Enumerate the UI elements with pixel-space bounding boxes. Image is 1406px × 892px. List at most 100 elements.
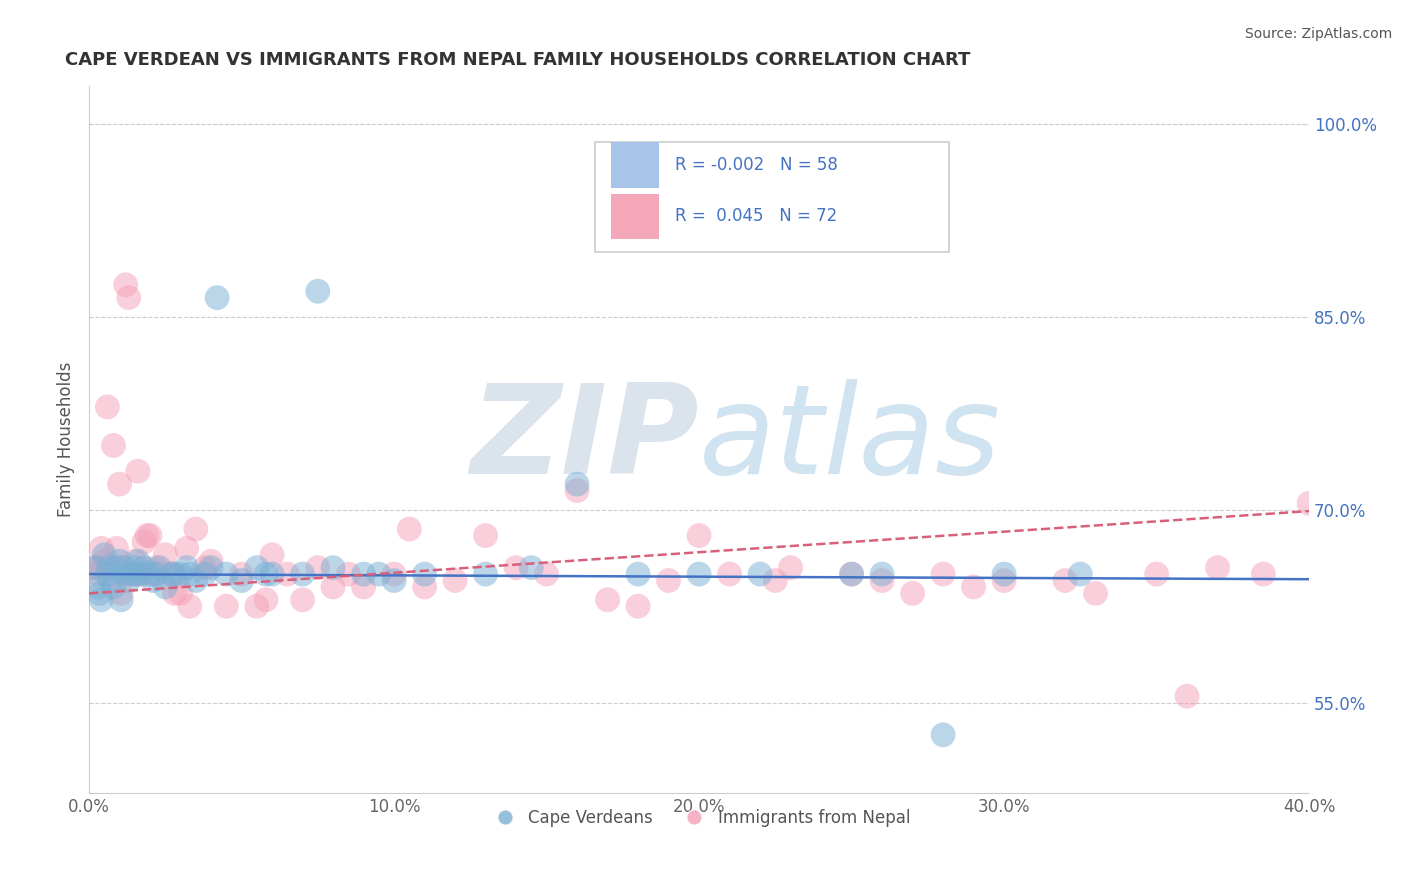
Point <box>121 567 143 582</box>
Point <box>129 567 152 582</box>
Point <box>1206 560 1229 574</box>
Point <box>718 567 741 582</box>
Point <box>84 560 107 574</box>
Point <box>565 483 588 498</box>
Legend: Cape Verdeans, Immigrants from Nepal: Cape Verdeans, Immigrants from Nepal <box>481 803 917 834</box>
Point <box>179 567 201 582</box>
Point <box>200 554 222 568</box>
Point <box>353 580 375 594</box>
Point <box>139 528 162 542</box>
Point <box>627 567 650 582</box>
Point <box>1298 496 1320 510</box>
Point <box>367 567 389 582</box>
Point <box>246 560 269 574</box>
Point <box>658 574 681 588</box>
Point <box>118 291 141 305</box>
FancyBboxPatch shape <box>612 143 659 187</box>
Point <box>90 541 112 556</box>
Point <box>111 560 134 574</box>
Point <box>160 567 183 582</box>
Point <box>779 560 801 574</box>
Point <box>179 599 201 614</box>
Point <box>93 548 115 562</box>
Point <box>111 560 134 574</box>
Point <box>169 567 191 582</box>
Point <box>262 548 284 562</box>
Point <box>169 586 191 600</box>
Point <box>932 728 955 742</box>
Point <box>142 574 165 588</box>
Point <box>901 586 924 600</box>
Point <box>231 574 253 588</box>
Point <box>382 574 405 588</box>
Y-axis label: Family Households: Family Households <box>58 361 75 516</box>
Point <box>246 599 269 614</box>
Point <box>163 567 186 582</box>
Point <box>114 567 136 582</box>
Point <box>596 592 619 607</box>
Point <box>993 574 1015 588</box>
Point <box>215 567 238 582</box>
Point <box>398 522 420 536</box>
Point <box>110 586 132 600</box>
Point <box>148 560 170 574</box>
Point <box>176 541 198 556</box>
Point <box>108 554 131 568</box>
Point <box>103 580 125 594</box>
Point <box>87 580 110 594</box>
Point <box>1175 690 1198 704</box>
Point <box>184 522 207 536</box>
Point <box>565 477 588 491</box>
Point <box>932 567 955 582</box>
Point <box>505 560 527 574</box>
FancyBboxPatch shape <box>612 194 659 239</box>
Point <box>176 560 198 574</box>
Point <box>200 560 222 574</box>
Point <box>90 592 112 607</box>
Point <box>160 567 183 582</box>
Point <box>382 567 405 582</box>
Point <box>145 560 167 574</box>
Point <box>870 567 893 582</box>
Point <box>125 567 148 582</box>
Point <box>474 567 496 582</box>
Text: R = -0.002   N = 58: R = -0.002 N = 58 <box>675 156 838 174</box>
Point <box>231 567 253 582</box>
Point <box>105 541 128 556</box>
Text: CAPE VERDEAN VS IMMIGRANTS FROM NEPAL FAMILY HOUSEHOLDS CORRELATION CHART: CAPE VERDEAN VS IMMIGRANTS FROM NEPAL FA… <box>65 51 970 69</box>
Point <box>114 277 136 292</box>
Point <box>413 580 436 594</box>
Point <box>184 574 207 588</box>
Point <box>1084 586 1107 600</box>
Point <box>110 592 132 607</box>
Point <box>136 528 159 542</box>
Point <box>1054 574 1077 588</box>
Point <box>870 574 893 588</box>
Point <box>841 567 863 582</box>
Point <box>262 567 284 582</box>
FancyBboxPatch shape <box>595 142 949 252</box>
Point <box>194 567 217 582</box>
Point <box>254 592 277 607</box>
Point <box>1069 567 1091 582</box>
Point <box>118 574 141 588</box>
Point <box>1253 567 1275 582</box>
Point <box>103 438 125 452</box>
Point <box>132 535 155 549</box>
Point <box>89 560 111 574</box>
Point <box>96 400 118 414</box>
Point <box>108 477 131 491</box>
Point <box>291 567 314 582</box>
Text: Source: ZipAtlas.com: Source: ZipAtlas.com <box>1244 27 1392 41</box>
Point <box>322 580 344 594</box>
Point <box>96 567 118 582</box>
Point <box>132 560 155 574</box>
Point <box>121 567 143 582</box>
Point <box>129 567 152 582</box>
Point <box>125 567 148 582</box>
Point <box>962 580 984 594</box>
Point <box>194 560 217 574</box>
Point <box>84 560 107 574</box>
Point <box>124 554 146 568</box>
Point <box>322 560 344 574</box>
